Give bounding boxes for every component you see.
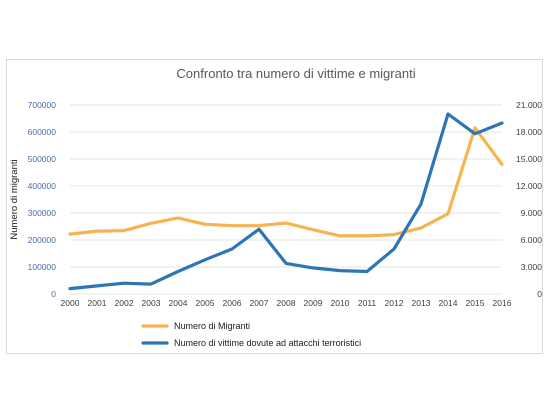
x-tick-label: 2013 [412, 298, 431, 308]
x-tick-label: 2001 [88, 298, 107, 308]
y-right-tick-label: 6.000 [521, 235, 543, 245]
legend-label: Numero di Migranti [174, 321, 250, 331]
y-right-tick-label: 3.000 [521, 262, 543, 272]
chart-title: Confronto tra numero di vittime e migran… [176, 66, 415, 81]
x-tick-label: 2004 [169, 298, 188, 308]
x-tick-label: 2016 [493, 298, 512, 308]
y-right-tick-label: 21.000 [516, 100, 542, 110]
x-tick-label: 2003 [142, 298, 161, 308]
y-right-tick-label: 0 [537, 289, 542, 299]
y-left-tick-label: 400000 [28, 181, 57, 191]
x-tick-label: 2000 [61, 298, 80, 308]
x-tick-label: 2012 [385, 298, 404, 308]
y-right-tick-label: 18.000 [516, 127, 542, 137]
y-right-tick-label: 15.000 [516, 154, 542, 164]
x-tick-label: 2009 [304, 298, 323, 308]
x-tick-label: 2007 [250, 298, 269, 308]
y-left-tick-label: 700000 [28, 100, 57, 110]
migranti-series-line [68, 126, 504, 238]
line-chart: Confronto tra numero di vittime e migran… [9, 66, 543, 348]
y-left-tick-label: 100000 [28, 262, 57, 272]
y-left-tick-label: 200000 [28, 235, 57, 245]
x-tick-label: 2015 [466, 298, 485, 308]
chart-frame: Confronto tra numero di vittime e migran… [6, 59, 543, 354]
x-tick-label: 2006 [223, 298, 242, 308]
x-tick-label: 2005 [196, 298, 215, 308]
x-tick-label: 2008 [277, 298, 296, 308]
y-left-tick-label: 300000 [28, 208, 57, 218]
y-left-axis-title: Numero di migranti [9, 159, 20, 239]
y-left-tick-label: 500000 [28, 154, 57, 164]
y-left-tick-label: 0 [51, 289, 56, 299]
x-tick-label: 2002 [115, 298, 134, 308]
y-right-tick-label: 12.000 [516, 181, 542, 191]
vittime-series-line [68, 112, 504, 291]
x-tick-label: 2011 [358, 298, 377, 308]
y-right-tick-label: 9.000 [521, 208, 543, 218]
y-left-tick-label: 600000 [28, 127, 57, 137]
x-tick-label: 2014 [439, 298, 458, 308]
x-tick-label: 2010 [331, 298, 350, 308]
legend-label: Numero di vittime dovute ad attacchi ter… [174, 338, 361, 348]
